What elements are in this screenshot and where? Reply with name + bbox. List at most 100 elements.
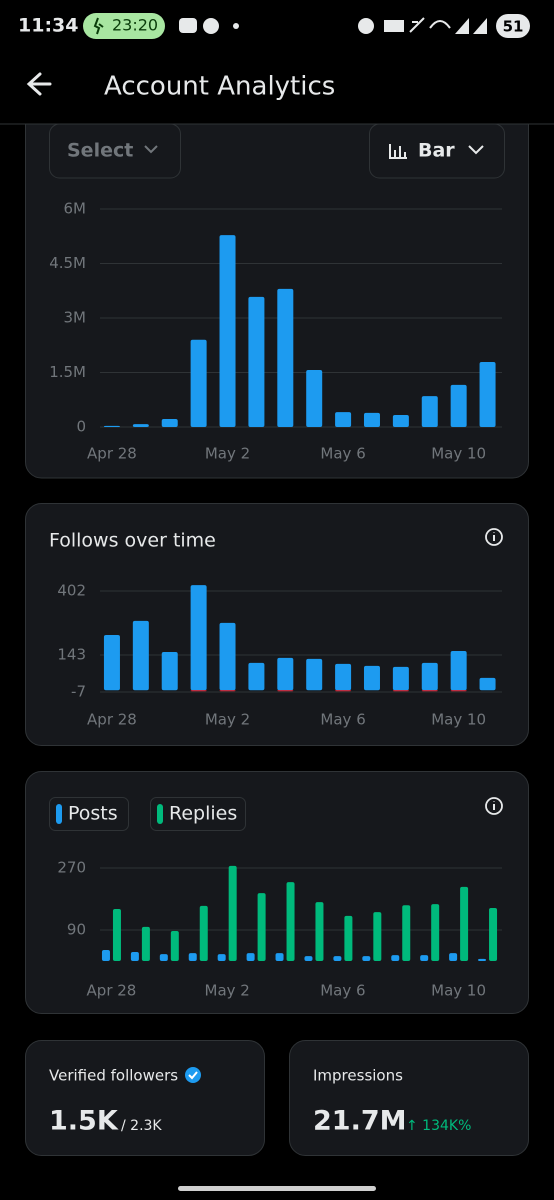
bar <box>101 949 110 961</box>
bar <box>306 369 323 427</box>
bar <box>478 958 487 961</box>
bar <box>219 690 236 692</box>
x-tick-label: May 6 <box>320 982 365 1000</box>
bar <box>199 905 208 961</box>
battery <box>496 14 530 38</box>
timer-pill <box>83 13 165 39</box>
y-tick-label: 0 <box>76 418 86 436</box>
messenger-icon <box>203 18 219 34</box>
bar <box>392 666 409 691</box>
wifi-icon <box>429 20 451 29</box>
bar <box>315 902 324 961</box>
walk-icon <box>93 17 104 35</box>
bar <box>277 657 294 691</box>
legend-label: Posts <box>68 803 118 825</box>
info-button[interactable] <box>485 528 503 546</box>
bar <box>219 622 236 691</box>
info-button[interactable] <box>485 797 503 815</box>
verified-badge <box>185 1067 201 1083</box>
stat-card <box>25 1040 265 1156</box>
bar <box>190 339 207 427</box>
bar <box>112 908 121 961</box>
chart-type-dropdown[interactable] <box>369 123 505 179</box>
info-icon <box>485 797 503 815</box>
bar <box>219 235 236 427</box>
bar <box>257 893 266 961</box>
back-button[interactable] <box>26 72 52 96</box>
bar <box>286 882 295 961</box>
bar <box>275 953 284 961</box>
dnd-icon <box>358 18 374 34</box>
legend-swatch <box>56 804 62 824</box>
bar <box>479 677 496 691</box>
stat-value: 21.7M <box>313 1106 407 1137</box>
bar <box>392 690 409 692</box>
bar <box>190 585 207 691</box>
y-tick-label: 143 <box>57 645 86 663</box>
x-tick-label: May 10 <box>431 982 486 1000</box>
bar <box>421 396 438 427</box>
bar <box>449 953 458 961</box>
bar <box>392 415 409 427</box>
y-tick-label: 402 <box>57 582 86 600</box>
x-tick-label: May 2 <box>205 711 250 729</box>
bar <box>420 955 429 961</box>
bar <box>188 953 197 961</box>
bar <box>170 931 179 961</box>
y-tick-label: -7 <box>71 683 86 701</box>
bar <box>248 662 265 691</box>
bar <box>103 425 120 427</box>
legend-chip[interactable] <box>150 797 246 831</box>
bar <box>190 690 207 692</box>
bar <box>248 296 265 427</box>
stat-card <box>289 1040 529 1156</box>
x-tick-label: May 2 <box>205 445 250 463</box>
bar <box>450 384 467 427</box>
chevron <box>468 145 484 155</box>
bar <box>402 905 411 961</box>
y-tick-label: 1.5M <box>49 363 86 381</box>
stat-change: ↑ 134K% <box>406 1118 471 1134</box>
bar <box>132 424 149 427</box>
chevron <box>144 145 158 154</box>
timer-text: 23:20 <box>112 16 158 35</box>
bar <box>489 907 498 961</box>
bar <box>460 886 469 961</box>
status-time: 11:34 <box>18 15 78 37</box>
dot <box>233 23 239 29</box>
bar <box>246 953 255 961</box>
chart-type-label: Bar <box>418 140 455 162</box>
bar <box>479 361 496 427</box>
bar <box>277 690 294 692</box>
legend-chip[interactable] <box>49 797 129 831</box>
bar <box>431 904 440 961</box>
stat-label: Verified followers <box>49 1067 178 1085</box>
bar <box>450 651 467 691</box>
signal-icon <box>455 18 487 34</box>
bar <box>363 665 380 691</box>
info-icon <box>485 528 503 546</box>
stat-label: Impressions <box>313 1067 403 1085</box>
x-tick-label: Apr 28 <box>87 445 137 463</box>
y-tick-label: 90 <box>67 920 86 938</box>
home-indicator <box>178 1186 376 1191</box>
y-tick-label: 6M <box>64 200 87 218</box>
bar <box>373 912 382 961</box>
chart-title: Follows over time <box>49 530 216 552</box>
bar <box>161 419 178 427</box>
bar <box>306 658 323 691</box>
x-tick-label: Apr 28 <box>87 982 137 1000</box>
x-tick-label: May 6 <box>320 711 365 729</box>
bar <box>159 954 168 961</box>
app-bar <box>0 0 554 124</box>
x-tick-label: May 10 <box>431 445 486 463</box>
select-label: Select <box>67 140 133 162</box>
bar <box>161 652 178 691</box>
youtube-icon <box>179 18 197 33</box>
check <box>188 1071 198 1080</box>
bar <box>335 412 352 427</box>
mute-icon <box>409 17 425 33</box>
select-dropdown[interactable] <box>49 123 181 179</box>
